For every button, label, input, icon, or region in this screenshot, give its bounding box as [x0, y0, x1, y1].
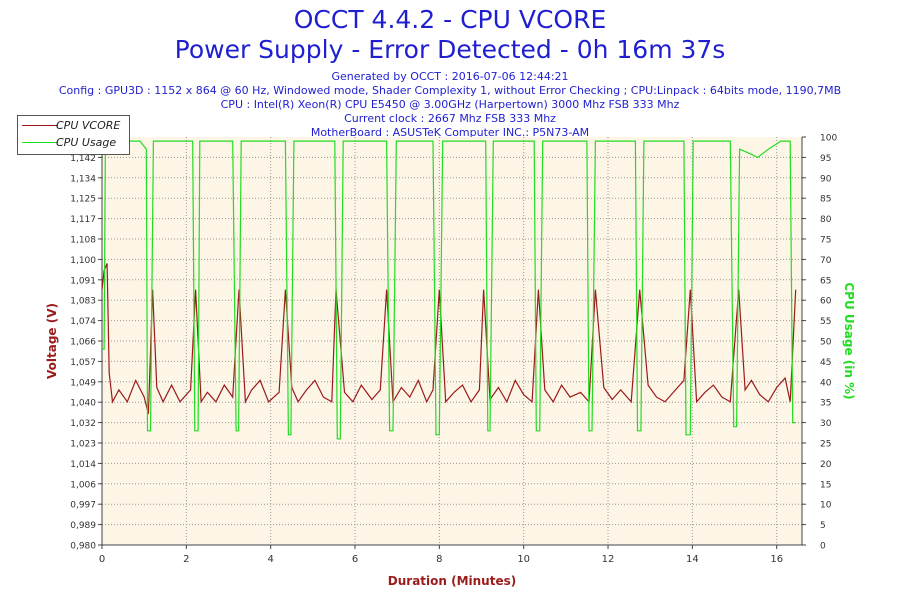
y-right-tick-label: 5: [820, 521, 826, 531]
y-right-tick-label: 40: [820, 378, 832, 388]
y-right-tick-label: 75: [820, 236, 831, 246]
info-motherboard: MotherBoard : ASUSTeK Computer INC.: P5N…: [310, 126, 590, 139]
x-axis-label: Duration (Minutes): [388, 574, 516, 588]
y-right-tick-label: 35: [820, 399, 831, 409]
legend-entry-vcore: CPU VCORE: [18, 118, 129, 134]
y-left-tick-label: 1,134: [70, 174, 96, 184]
legend-label-usage: CPU Usage: [56, 136, 117, 149]
y-left-tick-label: 0,980: [70, 542, 96, 552]
y-right-tick-label: 80: [820, 215, 832, 225]
y-left-axis-label: Voltage (V): [45, 303, 59, 379]
x-tick-label: 14: [686, 554, 699, 565]
x-tick-label: 6: [352, 554, 358, 565]
x-tick-label: 10: [517, 554, 530, 565]
y-left-tick-label: 1,074: [70, 317, 96, 327]
x-tick-label: 0: [99, 554, 105, 565]
y-right-tick-label: 90: [820, 174, 832, 184]
y-left-tick-label: 1,014: [70, 460, 96, 470]
y-right-tick-label: 60: [820, 297, 832, 307]
y-right-tick-label: 30: [820, 419, 832, 429]
x-tick-label: 4: [267, 554, 273, 565]
legend-swatch-vcore: [22, 125, 58, 126]
y-right-tick-label: 20: [820, 460, 832, 470]
y-left-tick-label: 1,091: [70, 276, 96, 286]
y-left-tick-label: 1,040: [70, 399, 96, 409]
y-right-tick-label: 0: [820, 542, 826, 552]
legend: CPU VCORE CPU Usage: [17, 115, 130, 155]
info-config: Config : GPU3D : 1152 x 864 @ 60 Hz, Win…: [58, 84, 842, 97]
y-left-tick-label: 1,083: [70, 297, 96, 307]
y-left-tick-label: 1,066: [70, 338, 96, 348]
y-right-axis-label: CPU Usage (in %): [842, 282, 856, 399]
series-line-cpu-usage: [102, 140, 796, 440]
y-right-tick-label: 85: [820, 195, 831, 205]
y-right-tick-label: 10: [820, 501, 832, 511]
y-left-tick-label: 1,142: [70, 154, 96, 164]
y-left-tick-label: 0,997: [70, 501, 96, 511]
x-tick-label: 8: [436, 554, 442, 565]
y-right-tick-label: 45: [820, 358, 831, 368]
y-right-tick-label: 95: [820, 154, 831, 164]
info-generated: Generated by OCCT : 2016-07-06 12:44:21: [331, 70, 569, 83]
legend-label-vcore: CPU VCORE: [56, 119, 121, 132]
x-tick-label: 16: [770, 554, 783, 565]
x-tick-label: 2: [183, 554, 189, 565]
chart-subtitle: Power Supply - Error Detected - 0h 16m 3…: [174, 35, 726, 64]
y-left-tick-label: 1,006: [70, 480, 96, 490]
y-left-tick-label: 1,100: [70, 256, 96, 266]
y-left-tick-label: 1,108: [70, 236, 96, 246]
y-right-tick-label: 65: [820, 276, 831, 286]
info-clock: Current clock : 2667 Mhz FSB 333 Mhz: [344, 112, 556, 125]
y-left-tick-label: 1,032: [70, 419, 96, 429]
y-left-tick-label: 0,989: [70, 521, 96, 531]
y-left-tick-label: 1,049: [70, 378, 96, 388]
info-cpu: CPU : Intel(R) Xeon(R) CPU E5450 @ 3.00G…: [220, 98, 680, 111]
y-right-tick-label: 25: [820, 440, 831, 450]
series-line-cpu-vcore: [101, 263, 797, 414]
x-tick-label: 12: [602, 554, 615, 565]
y-right-tick-label: 55: [820, 317, 831, 327]
y-left-tick-label: 1,125: [70, 195, 96, 205]
y-right-tick-label: 100: [820, 134, 837, 144]
legend-entry-usage: CPU Usage: [18, 135, 129, 151]
y-left-tick-label: 1,117: [70, 215, 96, 225]
legend-swatch-usage: [22, 142, 58, 143]
y-right-tick-label: 50: [820, 338, 832, 348]
y-right-tick-label: 70: [820, 256, 832, 266]
y-left-tick-label: 1,057: [70, 358, 96, 368]
chart-title: OCCT 4.4.2 - CPU VCORE: [293, 5, 607, 34]
y-right-tick-label: 15: [820, 480, 831, 490]
y-left-tick-label: 1,023: [70, 440, 96, 450]
